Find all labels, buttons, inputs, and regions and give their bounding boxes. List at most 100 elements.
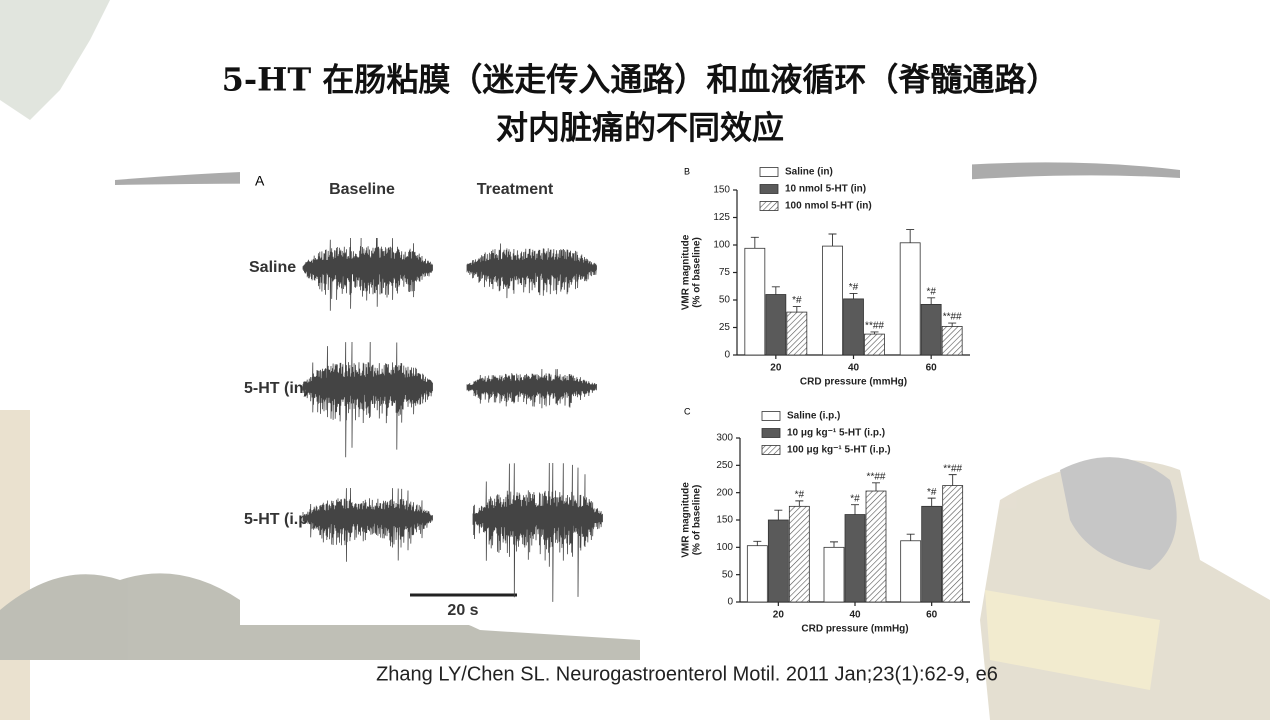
- error-bar: [795, 500, 804, 507]
- error-bar: [948, 474, 957, 486]
- x-tick-label: 60: [926, 610, 938, 621]
- y-axis-label: VMR magnitude: [681, 482, 692, 558]
- legend-swatch: [759, 167, 779, 177]
- bar: [786, 311, 808, 356]
- annotation: **##: [865, 321, 884, 332]
- citation: Zhang LY/Chen SL. Neurogastroenterol Mot…: [376, 663, 998, 685]
- y-tick-label: 0: [724, 350, 730, 361]
- y-axis-label: (% of baseline): [692, 237, 703, 308]
- y-tick-label: 25: [719, 322, 731, 333]
- trace: [472, 462, 603, 602]
- y-tick-label: 250: [716, 460, 733, 471]
- error-bar: [870, 331, 879, 335]
- trace: [302, 487, 433, 562]
- y-tick-label: 125: [713, 212, 730, 223]
- panel-letter: B: [684, 166, 690, 176]
- y-tick-label: 300: [716, 433, 733, 444]
- bar: [765, 294, 787, 356]
- bar: [899, 242, 921, 356]
- error-bar: [906, 533, 915, 541]
- error-bar: [828, 233, 837, 247]
- trace: [466, 243, 597, 299]
- y-tick-label: 50: [722, 569, 734, 580]
- y-tick-label: 100: [716, 542, 733, 553]
- error-bar: [872, 482, 880, 492]
- x-tick-label: 40: [849, 610, 861, 621]
- y-tick-label: 0: [727, 597, 733, 608]
- legend-label: 10 μg kg⁻¹ 5-HT (i.p.): [787, 428, 885, 439]
- panel-letter: C: [684, 406, 691, 416]
- bar: [822, 245, 843, 356]
- title-line: 对内脏痛的不同效应: [496, 109, 784, 147]
- x-tick-label: 40: [848, 363, 860, 374]
- x-axis-label: CRD pressure (mmHg): [801, 624, 908, 635]
- legend-swatch: [761, 428, 781, 438]
- row-label: Saline: [249, 259, 296, 276]
- error-bar: [851, 504, 859, 515]
- annotation: *#: [926, 286, 936, 297]
- annotation: *#: [795, 490, 805, 501]
- panel-letter: A: [255, 173, 265, 189]
- error-bar: [927, 297, 936, 305]
- error-bar: [849, 292, 858, 299]
- x-axis-label: CRD pressure (mmHg): [800, 377, 907, 388]
- scale-bar-label: 20 s: [447, 602, 478, 619]
- bar: [900, 540, 922, 603]
- x-tick-label: 60: [926, 363, 938, 374]
- legend-swatch: [761, 445, 781, 455]
- trace: [302, 341, 433, 458]
- y-tick-label: 50: [719, 295, 731, 306]
- error-bar: [830, 541, 838, 548]
- bar: [767, 519, 789, 603]
- error-bar: [906, 229, 915, 243]
- bar: [920, 303, 942, 356]
- legend-swatch: [761, 411, 781, 421]
- legend-label: Saline (in): [785, 167, 833, 178]
- error-bar: [792, 306, 801, 313]
- y-tick-label: 100: [713, 240, 730, 251]
- bar: [843, 298, 864, 356]
- bar: [844, 514, 866, 603]
- annotation: *#: [849, 282, 859, 293]
- annotation: **##: [943, 463, 962, 474]
- y-tick-label: 150: [713, 185, 730, 196]
- y-axis-label: (% of baseline): [692, 485, 703, 556]
- bar: [823, 546, 845, 603]
- bar: [865, 490, 887, 603]
- legend-label: Saline (i.p.): [787, 411, 840, 422]
- annotation: **##: [943, 312, 962, 323]
- traces: [302, 237, 603, 602]
- annotation: *#: [792, 295, 802, 306]
- bar: [744, 247, 766, 356]
- column-label: Baseline: [329, 181, 395, 198]
- x-tick-label: 20: [773, 610, 785, 621]
- y-tick-label: 200: [716, 487, 733, 498]
- bar: [788, 505, 810, 603]
- legend-label: 100 nmol 5-HT (in): [785, 201, 872, 212]
- column-label: Treatment: [477, 181, 554, 198]
- error-bar: [771, 286, 780, 295]
- y-axis-label: VMR magnitude: [681, 234, 692, 310]
- y-tick-label: 150: [716, 515, 733, 526]
- error-bar: [948, 322, 957, 327]
- legend-swatch: [759, 184, 779, 194]
- bar: [746, 545, 768, 603]
- error-bar: [927, 497, 936, 507]
- annotation: *#: [850, 493, 860, 504]
- title-line: 5-HT 在肠粘膜（迷走传入通路）和血液循环（脊髓通路）: [222, 61, 1059, 99]
- error-bar: [750, 236, 759, 249]
- row-label: 5-HT (i.p.): [244, 511, 318, 528]
- bar: [921, 505, 943, 603]
- legend-label: 10 nmol 5-HT (in): [785, 184, 866, 195]
- error-bar: [753, 540, 762, 546]
- error-bar: [774, 509, 783, 520]
- bar: [942, 485, 964, 603]
- row-label: 5-HT (in): [244, 380, 309, 397]
- trace: [302, 237, 433, 311]
- annotation: *#: [927, 487, 937, 498]
- legend-swatch: [759, 201, 779, 211]
- annotation: **##: [867, 471, 886, 482]
